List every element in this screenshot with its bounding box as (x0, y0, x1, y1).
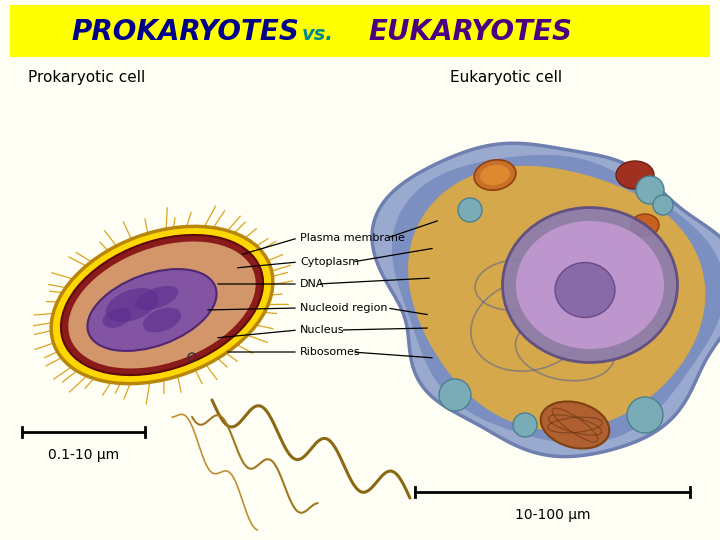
Text: 0.1-10 μm: 0.1-10 μm (48, 448, 119, 462)
Ellipse shape (627, 397, 663, 433)
Ellipse shape (135, 286, 179, 310)
Ellipse shape (555, 262, 615, 318)
Ellipse shape (143, 308, 181, 333)
Text: DNA: DNA (300, 279, 325, 289)
Ellipse shape (87, 269, 217, 351)
Ellipse shape (61, 235, 263, 375)
Ellipse shape (458, 198, 482, 222)
Ellipse shape (102, 308, 132, 328)
Text: Prokaryotic cell: Prokaryotic cell (28, 70, 145, 85)
Text: Cytoplasm: Cytoplasm (300, 257, 359, 267)
Text: Ribosomes: Ribosomes (300, 347, 361, 357)
Text: Plasma membrane: Plasma membrane (300, 233, 405, 243)
Polygon shape (392, 155, 720, 443)
Ellipse shape (51, 226, 273, 383)
Ellipse shape (516, 221, 664, 349)
Ellipse shape (439, 379, 471, 411)
Polygon shape (408, 166, 706, 431)
Ellipse shape (616, 161, 654, 189)
Ellipse shape (631, 214, 659, 236)
Text: PROKARYOTES: PROKARYOTES (71, 18, 299, 46)
Ellipse shape (68, 241, 256, 368)
Ellipse shape (474, 160, 516, 190)
Ellipse shape (513, 413, 537, 437)
Ellipse shape (636, 176, 664, 204)
Bar (10, 5, 710, 57)
Text: vs.: vs. (302, 24, 334, 44)
Ellipse shape (653, 195, 673, 215)
Ellipse shape (503, 207, 678, 362)
Polygon shape (372, 143, 720, 457)
Text: Eukaryotic cell: Eukaryotic cell (450, 70, 562, 85)
Text: EUKARYOTES: EUKARYOTES (368, 18, 572, 46)
Ellipse shape (106, 288, 158, 322)
Text: Nucleoid region: Nucleoid region (300, 303, 387, 313)
Text: 10-100 μm: 10-100 μm (515, 508, 590, 522)
Ellipse shape (541, 401, 609, 449)
Ellipse shape (480, 165, 510, 185)
Text: Nucleus: Nucleus (300, 325, 344, 335)
